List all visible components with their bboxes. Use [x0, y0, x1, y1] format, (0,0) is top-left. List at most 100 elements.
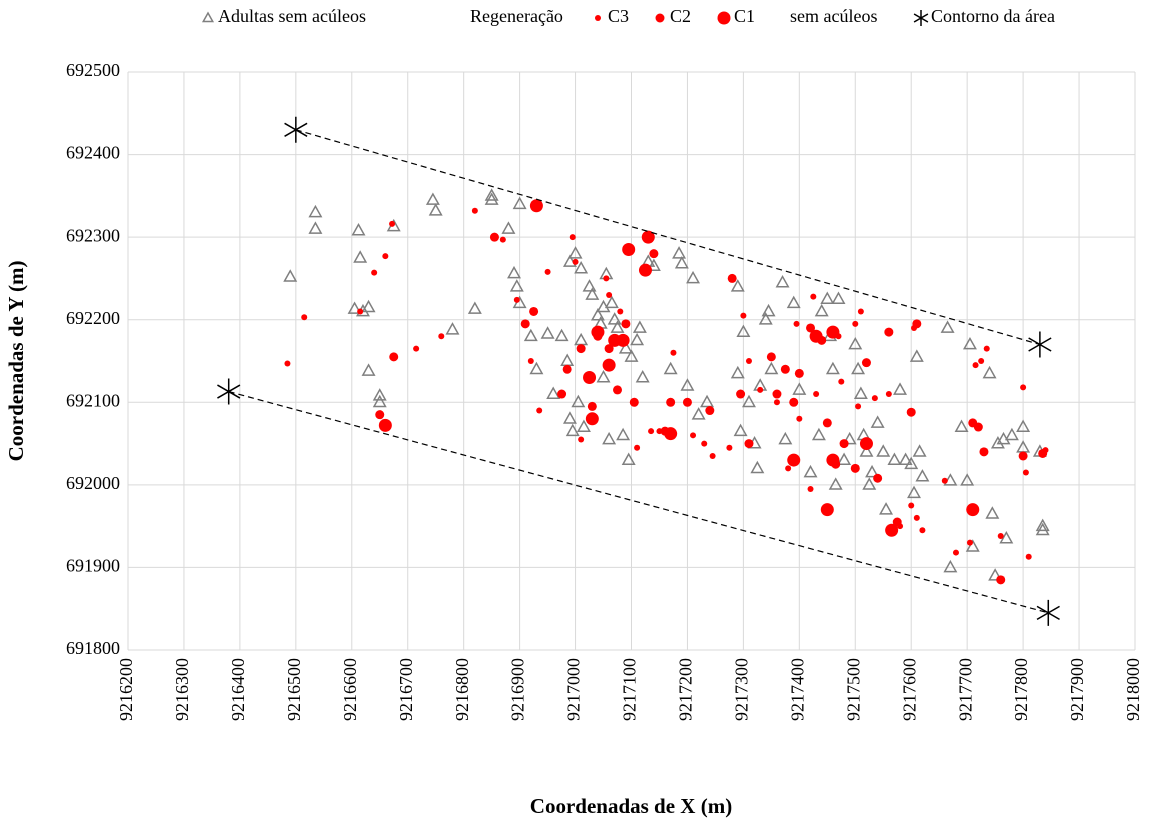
triangle-point — [848, 336, 863, 350]
circle-point — [375, 410, 385, 420]
y-tick-label: 692400 — [66, 143, 120, 163]
circle-point — [499, 236, 506, 243]
circle-point — [413, 345, 420, 352]
circle-point — [371, 269, 378, 276]
triangle-point — [674, 256, 689, 269]
triangle-point — [585, 287, 600, 300]
circle-point — [670, 349, 677, 356]
circle-point — [641, 230, 655, 244]
triangle-point — [965, 539, 980, 552]
circle-point — [378, 418, 392, 432]
circle-point — [357, 308, 364, 315]
circle-point — [979, 447, 989, 457]
triangle-point — [467, 301, 482, 314]
circle-point — [604, 344, 614, 354]
circle-point — [513, 296, 520, 303]
triangle-point — [814, 303, 829, 317]
circle-point — [826, 453, 840, 467]
triangle-point — [509, 279, 524, 292]
circle-point — [997, 533, 1004, 540]
circle-point — [806, 323, 816, 333]
circle-point — [740, 312, 747, 319]
circle-point — [389, 220, 396, 227]
triangle-point — [484, 188, 499, 201]
triangle-point — [353, 250, 368, 263]
circle-point — [301, 314, 308, 321]
circle-point — [838, 378, 845, 385]
triangle-point — [540, 326, 555, 339]
triangle-point — [982, 365, 997, 379]
triangle-point — [546, 386, 561, 399]
x-tick-label: 9217400 — [787, 658, 807, 721]
circle-point — [787, 453, 801, 467]
circle-point — [1018, 451, 1028, 461]
triangle-point — [632, 320, 647, 333]
y-tick-label: 691900 — [66, 556, 120, 576]
circle-point — [1020, 384, 1027, 391]
triangle-point — [308, 221, 323, 234]
circle-point — [793, 320, 800, 327]
circle-point — [820, 503, 834, 517]
circle-point — [972, 362, 979, 369]
circle-point — [682, 397, 692, 407]
circle-point — [438, 333, 445, 340]
circle-point — [284, 360, 291, 367]
x-axis-title: Coordenadas de X (m) — [530, 794, 732, 818]
triangle-point — [960, 473, 975, 486]
circle-point — [527, 358, 534, 364]
circle-point — [622, 243, 636, 257]
circle-point — [885, 391, 892, 398]
circle-point — [855, 403, 862, 410]
circle-point — [861, 358, 871, 368]
x-tick-label: 9217300 — [732, 658, 752, 721]
asterisk-point — [217, 378, 241, 405]
x-tick-label: 9216700 — [396, 658, 416, 721]
circle-point — [1025, 553, 1032, 560]
contour-line — [228, 129, 1049, 614]
y-tick-label: 692300 — [66, 225, 120, 245]
circle-point — [529, 199, 543, 213]
triangle-point — [828, 477, 843, 490]
triangle-point — [523, 328, 538, 342]
triangle-point — [898, 452, 913, 466]
triangle-point — [624, 349, 639, 362]
triangle-point — [512, 196, 527, 210]
x-tick-label: 9217600 — [899, 658, 919, 721]
circle-point — [884, 327, 894, 337]
circle-point — [489, 232, 499, 242]
triangle-point — [733, 423, 748, 437]
triangle-point — [691, 407, 706, 420]
triangle-point — [876, 444, 891, 457]
legend-label: Contorno da área — [931, 6, 1055, 26]
y-tick-label: 692200 — [66, 308, 120, 328]
triangle-point — [954, 419, 969, 433]
y-tick-label: 692500 — [66, 60, 120, 80]
triangle-point — [825, 361, 840, 375]
circle-point — [780, 364, 790, 374]
circle-point — [952, 549, 959, 556]
triangle-point — [730, 279, 745, 292]
circle-point — [536, 407, 543, 414]
triangle-point — [775, 275, 790, 288]
triangle-point — [962, 336, 977, 350]
triangle-point — [361, 363, 376, 376]
y-tick-label: 691800 — [66, 638, 120, 658]
triangle-point — [560, 353, 575, 366]
triangle-point — [940, 320, 955, 333]
triangle-point — [372, 394, 387, 408]
triangle-point — [574, 332, 589, 346]
triangle-point — [730, 365, 745, 379]
triangle-point — [764, 361, 779, 375]
triangle-point — [820, 291, 835, 305]
triangle-point — [907, 485, 921, 499]
circle-point — [1038, 448, 1048, 458]
triangle-point — [1004, 427, 1019, 441]
circle-point — [638, 263, 652, 277]
triangle-point — [750, 460, 765, 474]
circle-point — [906, 407, 916, 417]
legend-label: C3 — [608, 6, 629, 26]
triangle-point — [811, 427, 826, 441]
circle-point — [766, 352, 776, 362]
circle-point — [796, 415, 803, 422]
circle-point — [576, 344, 586, 354]
